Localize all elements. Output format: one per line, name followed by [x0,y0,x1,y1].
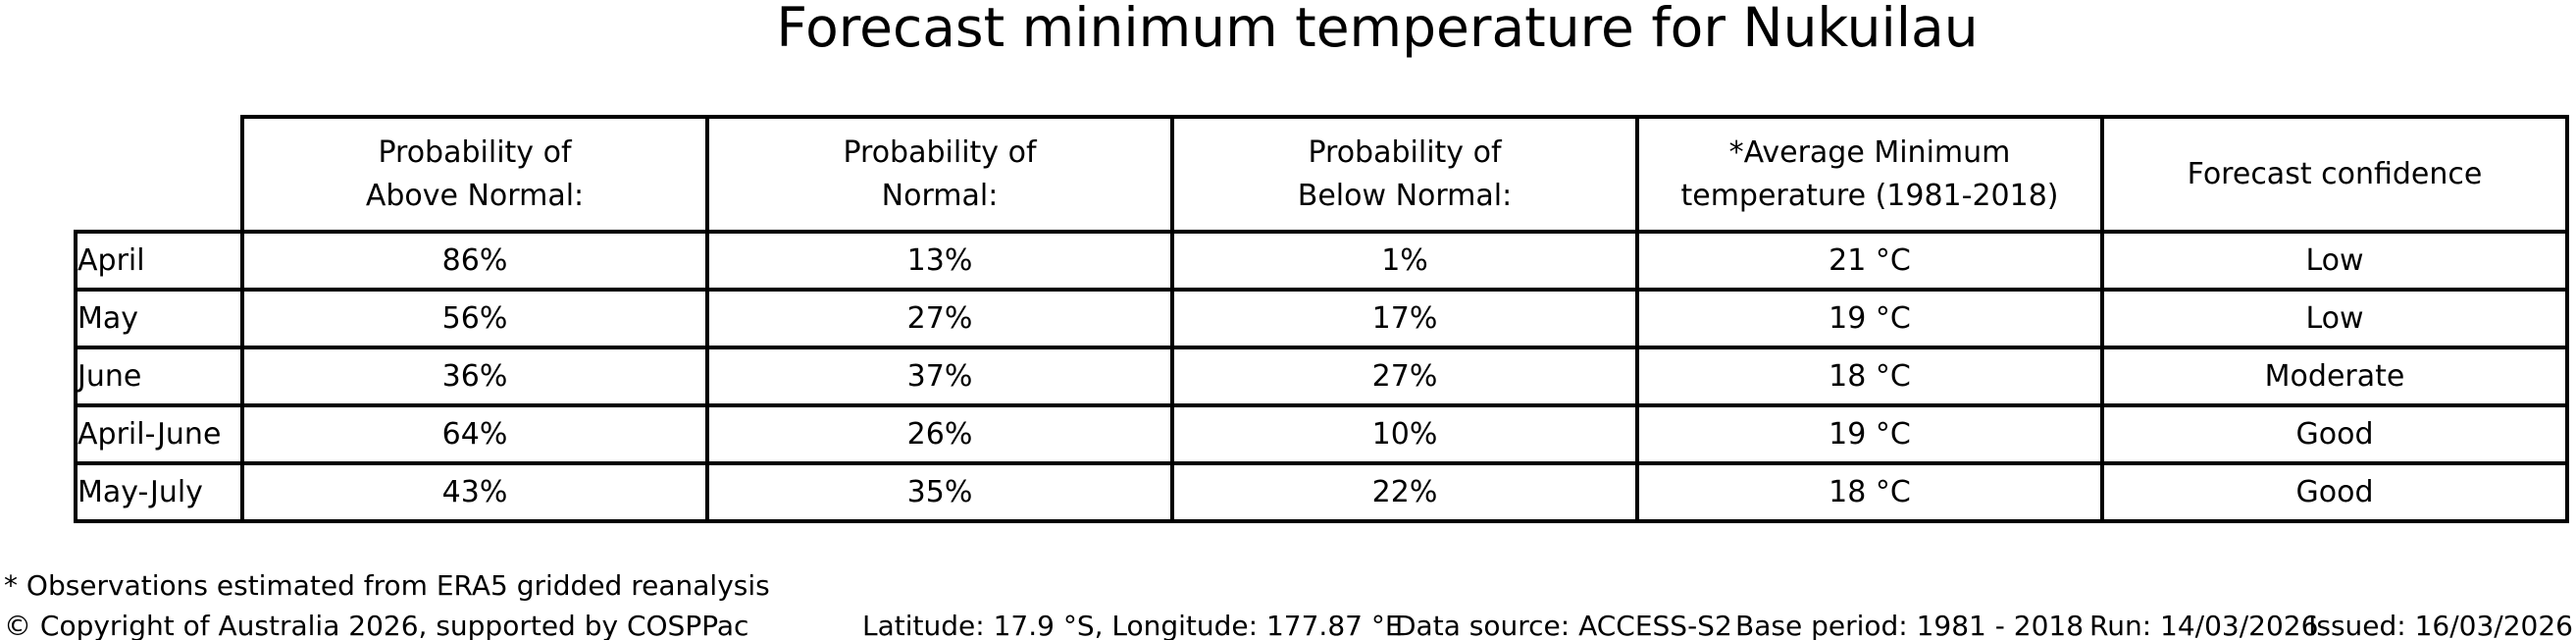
table-cell: Low [2100,288,2569,349]
column-header-normal: Probability of Normal: [705,115,1174,234]
table-cell: Good [2100,461,2569,523]
issued-date-text: Issued: 16/03/2026 [2308,610,2573,640]
row-label: April [74,230,244,292]
table-cell: Low [2100,230,2569,292]
forecast-table: Probability of Above Normal: Probability… [74,115,2569,523]
table-cell: 22% [1170,461,1639,523]
row-label: April-June [74,403,244,465]
table-cell: 37% [705,346,1174,407]
column-header-forecast-confidence: Forecast confidence [2100,115,2569,234]
table-cell: 26% [705,403,1174,465]
table-cell: 56% [240,288,709,349]
column-header-above-normal: Probability of Above Normal: [240,115,709,234]
copyright-text: © Copyright of Australia 2026, supported… [4,610,749,640]
table-cell: Moderate [2100,346,2569,407]
table-cell: 17% [1170,288,1639,349]
column-header-below-normal: Probability of Below Normal: [1170,115,1639,234]
table-cell: 86% [240,230,709,292]
row-label: June [74,346,244,407]
table-row-may-july: May-July 43% 35% 22% 18 °C Good [74,461,2569,523]
observations-footnote: * Observations estimated from ERA5 gridd… [4,569,770,602]
table-cell: 10% [1170,403,1639,465]
table-cell: 1% [1170,230,1639,292]
table-cell: 43% [240,461,709,523]
table-row-april: April 86% 13% 1% 21 °C Low [74,230,2569,292]
table-cell: Good [2100,403,2569,465]
figure-title: Forecast minimum temperature for Nukuila… [776,0,1979,59]
table-row-may: May 56% 27% 17% 19 °C Low [74,288,2569,349]
table-row-june: June 36% 37% 27% 18 °C Moderate [74,346,2569,407]
row-label: May-July [74,461,244,523]
column-header-average-minimum: *Average Minimum temperature (1981-2018) [1635,115,2104,234]
table-cell: 19 °C [1635,288,2104,349]
table-cell: 13% [705,230,1174,292]
location-coordinates-text: Latitude: 17.9 °S, Longitude: 177.87 °E [862,610,1403,640]
base-period-text: Base period: 1981 - 2018 [1735,610,2085,640]
table-cell: 21 °C [1635,230,2104,292]
table-cell: 36% [240,346,709,407]
data-source-text: Data source: ACCESS-S2 [1395,610,1732,640]
table-row-april-june: April-June 64% 26% 10% 19 °C Good [74,403,2569,465]
run-date-text: Run: 14/03/2026 [2089,610,2319,640]
header-blank-cell [76,117,242,232]
table-cell: 27% [1170,346,1639,407]
header-row: Probability of Above Normal: Probability… [76,115,2569,234]
table-cell: 18 °C [1635,461,2104,523]
table-cell: 18 °C [1635,346,2104,407]
table-cell: 27% [705,288,1174,349]
table-cell: 19 °C [1635,403,2104,465]
table-cell: 35% [705,461,1174,523]
table-cell: 64% [240,403,709,465]
row-label: May [74,288,244,349]
